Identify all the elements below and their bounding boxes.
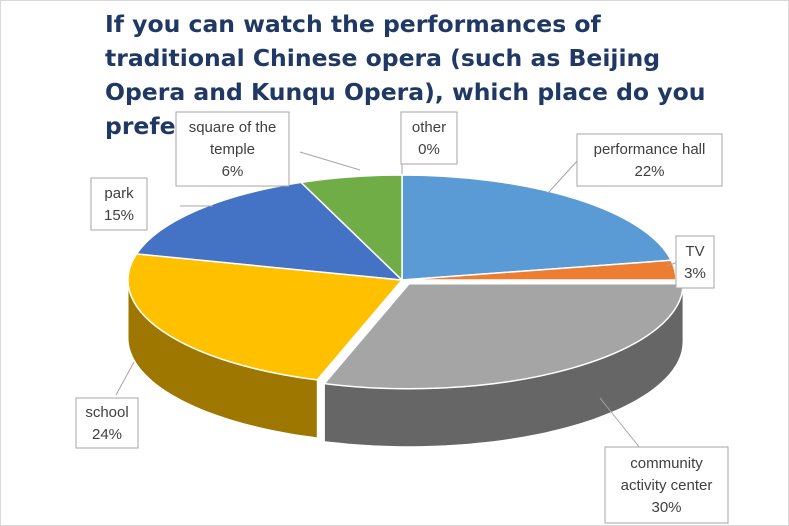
data-label-value-1: 3% bbox=[684, 265, 706, 282]
data-label-name-0: performance hall bbox=[594, 141, 706, 158]
chart-title: If you can watch the performances of tra… bbox=[105, 10, 706, 140]
data-label-name-6: other bbox=[412, 119, 446, 136]
pie-slice-0 bbox=[401, 174, 673, 281]
data-label-box-5 bbox=[175, 111, 290, 187]
data-label-value-0: 22% bbox=[634, 163, 664, 180]
data-label-box-3 bbox=[75, 397, 139, 449]
data-label-name-2: activity center bbox=[621, 477, 713, 494]
pie-top bbox=[127, 174, 684, 390]
pie-slice-2 bbox=[322, 282, 684, 390]
leader-line-3 bbox=[115, 361, 135, 396]
data-label-name-2: community bbox=[630, 455, 703, 472]
data-label-box-1 bbox=[675, 235, 715, 289]
data-label-value-6: 0% bbox=[418, 141, 440, 158]
data-label-box-4 bbox=[90, 177, 148, 231]
data-label-value-5: 6% bbox=[222, 163, 244, 180]
leader-lines bbox=[115, 151, 679, 449]
leader-line-5 bbox=[299, 151, 361, 171]
data-label-value-2: 30% bbox=[651, 499, 681, 516]
data-label-name-5: square of the bbox=[189, 119, 277, 136]
leader-line-0 bbox=[547, 159, 579, 194]
data-label-name-4: park bbox=[104, 185, 134, 202]
data-label-box-6 bbox=[400, 111, 458, 165]
data-label-box-2 bbox=[604, 446, 729, 524]
data-label-box-0 bbox=[576, 133, 723, 187]
data-label-value-3: 24% bbox=[92, 426, 122, 443]
pie-slice-3 bbox=[127, 253, 404, 381]
data-labels: performance hall 22% TV 3% community activity… bbox=[75, 111, 729, 524]
data-label-name-5: temple bbox=[210, 141, 255, 158]
data-label-name-1: TV bbox=[685, 243, 704, 260]
data-label-name-3: school bbox=[85, 404, 128, 421]
data-label-value-4: 15% bbox=[104, 207, 134, 224]
leader-line-2 bbox=[599, 397, 641, 449]
pie-slice-5 bbox=[299, 174, 403, 282]
